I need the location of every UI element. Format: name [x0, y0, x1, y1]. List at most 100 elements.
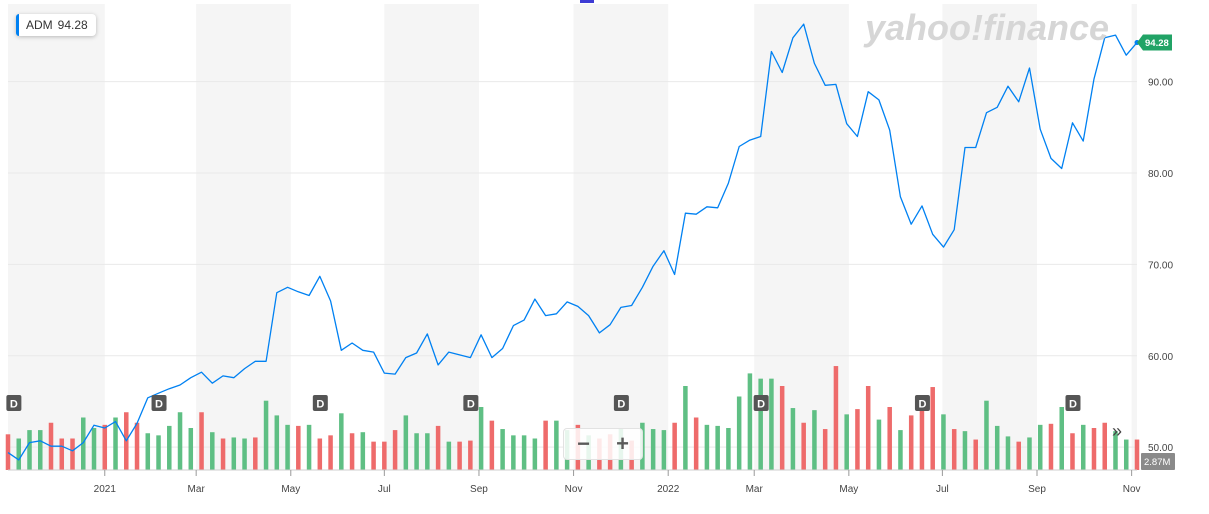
volume-bar: [91, 428, 97, 470]
volume-bar: [102, 424, 108, 470]
volume-bar: [887, 407, 892, 470]
volume-bar: [478, 407, 484, 470]
last-price-tag: [1137, 34, 1172, 51]
volume-bar: [812, 410, 817, 470]
shaded-band-5: [942, 4, 1038, 470]
x-tick-label: Jul: [936, 484, 949, 495]
dividend-event-label: D: [316, 399, 324, 411]
volume-bar: [650, 429, 656, 470]
volume-bar: [704, 424, 710, 470]
price-line-adm[interactable]: [7, 23, 1138, 461]
volume-bar: [199, 412, 204, 470]
volume-bar: [747, 373, 753, 470]
volume-bar: [876, 419, 882, 470]
y-tick-label: 50.00: [1148, 443, 1173, 454]
volume-bar: [1080, 424, 1086, 470]
shaded-band-1: [196, 4, 291, 470]
volume-bar: [1113, 431, 1118, 470]
x-tick-label: Mar: [746, 484, 764, 495]
y-tick-label: 80.00: [1148, 169, 1173, 180]
x-tick-label: 2021: [94, 484, 117, 495]
volume-bar: [210, 432, 215, 470]
dividend-event-marker[interactable]: [312, 395, 328, 411]
dividend-event-label: D: [918, 399, 926, 411]
dividend-event-marker[interactable]: [151, 395, 167, 411]
volume-bar: [693, 417, 699, 470]
dividend-event-marker[interactable]: [1065, 395, 1081, 411]
dividend-event-label: D: [1069, 399, 1077, 411]
volume-bar: [683, 386, 688, 470]
volume-bar: [1005, 436, 1011, 470]
volume-bar: [285, 424, 290, 470]
y-tick-label: 70.00: [1148, 260, 1173, 271]
volume-bar: [349, 433, 355, 470]
x-tick-label: Sep: [1028, 484, 1046, 495]
volume-bar: [1048, 423, 1054, 470]
volume-bar: [554, 420, 559, 470]
expand-chevron-icon[interactable]: »: [1111, 421, 1122, 441]
volume-bar: [919, 398, 925, 470]
volume-bar: [532, 438, 538, 470]
volume-bar: [5, 434, 11, 470]
volume-bar: [844, 414, 849, 470]
volume-bar: [414, 433, 419, 470]
dividend-event-marker[interactable]: [6, 395, 22, 411]
volume-bar: [468, 440, 473, 470]
volume-bar: [661, 430, 667, 470]
shaded-band-6: [1131, 4, 1137, 470]
volume-bar: [446, 441, 452, 470]
volume-bar: [822, 429, 828, 470]
volume-bar: [177, 412, 183, 470]
volume-bar: [145, 433, 151, 470]
volume-bar: [898, 430, 903, 470]
x-tick-label: Mar: [188, 484, 206, 495]
series-color-swatch: [16, 14, 19, 36]
volume-bar: [984, 400, 989, 470]
range-marker: [580, 0, 594, 3]
volume-bar: [1070, 433, 1075, 470]
volume-bar: [521, 435, 527, 470]
volume-bar: [37, 430, 43, 470]
volume-label: 2.87M: [1144, 457, 1170, 468]
dividend-event-marker[interactable]: [463, 395, 479, 411]
x-tick-label: Nov: [565, 484, 583, 495]
volume-bar: [156, 435, 161, 470]
volume-bar: [962, 431, 968, 470]
dividend-event-label: D: [10, 399, 18, 411]
dividend-event-marker[interactable]: [613, 395, 629, 411]
x-tick-label: 2022: [657, 484, 680, 495]
volume-bar: [1037, 424, 1043, 470]
volume-bar: [994, 425, 1000, 470]
x-tick-label: Jul: [378, 484, 391, 495]
dividend-event-marker[interactable]: [753, 395, 769, 411]
legend-value: 94.28: [57, 18, 88, 32]
volume-bar: [371, 441, 376, 470]
legend-symbol: ADM: [26, 18, 53, 32]
volume-bar: [865, 386, 871, 470]
volume-bar: [973, 439, 978, 470]
volume-bar: [930, 387, 935, 470]
x-tick-label: May: [839, 484, 858, 495]
legend-symbol-pill[interactable]: ADM 94.28: [16, 14, 96, 36]
volume-bar: [1016, 441, 1021, 470]
volume-bar: [758, 378, 763, 470]
x-tick-label: May: [281, 484, 300, 495]
volume-bar: [392, 430, 398, 470]
volume-bar: [801, 422, 806, 470]
volume-bar: [435, 425, 441, 470]
zoom-out-button[interactable]: −: [577, 431, 590, 456]
volume-bar: [220, 438, 226, 470]
volume-bar: [1123, 439, 1129, 470]
yahoo-finance-watermark: yahoo!finance: [863, 7, 1109, 48]
volume-bar: [951, 429, 957, 470]
volume-bar: [500, 429, 505, 470]
volume-bar: [511, 435, 516, 470]
dividend-event-marker[interactable]: [914, 395, 930, 411]
volume-bar: [790, 408, 796, 470]
volume-bar: [833, 366, 839, 470]
volume-bar: [726, 428, 731, 470]
volume-bar: [274, 415, 280, 470]
zoom-in-button[interactable]: +: [616, 431, 629, 456]
